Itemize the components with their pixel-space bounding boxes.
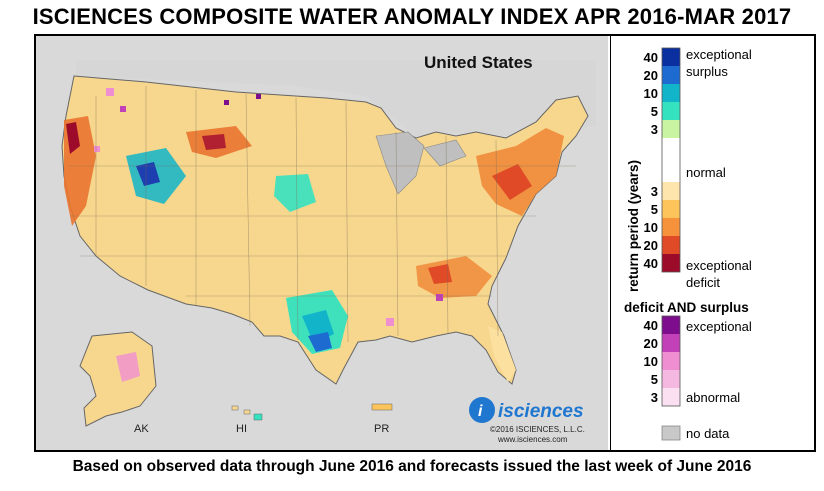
puerto-rico-landmass <box>371 403 393 411</box>
return-period-axis-label: return period (years) <box>626 160 641 292</box>
state-boundaries <box>68 86 576 343</box>
both-bottom-label: abnormal <box>686 390 740 405</box>
both-swatch-5 <box>662 388 680 406</box>
surplus-swatch-4 <box>662 102 680 120</box>
return-period-colorbar <box>661 47 681 273</box>
both-tick-labels: 40 20 10 5 3 <box>644 318 658 405</box>
deficit-tick-40: 40 <box>644 256 658 271</box>
both-tick-3: 3 <box>651 390 658 405</box>
deficit-tick-5: 5 <box>651 202 658 217</box>
surplus-tick-10: 10 <box>644 86 658 101</box>
surplus-tick-40: 40 <box>644 50 658 65</box>
brand-logo-icon <box>469 397 495 423</box>
both-tick-5: 5 <box>651 372 658 387</box>
both-tick-20: 20 <box>644 336 658 351</box>
hawaii-islands <box>231 405 263 421</box>
footer-note: Based on observed data through June 2016… <box>72 458 752 475</box>
both-colorbar-outline <box>661 315 681 407</box>
both-swatch-2 <box>662 334 680 352</box>
brand-name: isciences <box>498 401 584 422</box>
deficit-label-line1: exceptional <box>686 258 752 273</box>
puerto-rico-label: PR <box>374 423 389 435</box>
hawaii-label: HI <box>236 423 247 435</box>
figure-title: ISCIENCES COMPOSITE WATER ANOMALY INDEX … <box>32 4 792 29</box>
surplus-label-line1: exceptional <box>686 47 752 62</box>
deficit-swatch-2 <box>662 200 680 218</box>
deficit-label-line2: deficit <box>686 275 720 290</box>
deficit-swatch-5 <box>662 254 680 272</box>
both-title: deficit AND surplus <box>624 300 749 315</box>
map-panel: AK HI PR United States i isciences ©2016… <box>36 36 608 450</box>
deficit-swatch-1 <box>662 182 680 200</box>
legend-panel: return period (years) exceptional surplu… <box>610 36 814 450</box>
both-colorbar <box>661 315 681 407</box>
both-tick-10: 10 <box>644 354 658 369</box>
normal-swatch <box>662 138 680 182</box>
surplus-tick-3: 3 <box>651 122 658 137</box>
surplus-swatch-3 <box>662 84 680 102</box>
website: www.isciences.com <box>497 435 568 444</box>
deficit-swatch-4 <box>662 236 680 254</box>
both-swatch-1 <box>662 316 680 334</box>
both-tick-40: 40 <box>644 318 658 333</box>
surplus-tick-labels: 40 20 10 5 3 <box>644 50 658 137</box>
deficit-swatch-3 <box>662 218 680 236</box>
both-swatch-4 <box>662 370 680 388</box>
both-top-label: exceptional <box>686 319 752 334</box>
both-swatch-3 <box>662 352 680 370</box>
deficit-tick-20: 20 <box>644 238 658 253</box>
anomaly-patches <box>64 88 564 382</box>
canada-area <box>76 60 596 136</box>
country-label: United States <box>424 53 533 72</box>
surplus-swatch-1 <box>662 48 680 66</box>
no-data-swatch <box>661 425 681 441</box>
copyright: ©2016 ISCIENCES, L.L.C. <box>490 425 585 434</box>
colorbar-outline <box>661 47 681 273</box>
surplus-label-line2: surplus <box>686 64 728 79</box>
brand-logo-letter: i <box>478 403 483 420</box>
no-data-label: no data <box>686 426 730 441</box>
deficit-tick-10: 10 <box>644 220 658 235</box>
surplus-tick-20: 20 <box>644 68 658 83</box>
surplus-swatch-5 <box>662 120 680 138</box>
alaska-landmass <box>79 331 157 427</box>
deficit-tick-labels: 3 5 10 20 40 <box>644 184 658 271</box>
alaska-label: AK <box>134 423 149 435</box>
normal-label: normal <box>686 165 726 180</box>
deficit-tick-3: 3 <box>651 184 658 199</box>
surplus-tick-5: 5 <box>651 104 658 119</box>
surplus-swatch-2 <box>662 66 680 84</box>
